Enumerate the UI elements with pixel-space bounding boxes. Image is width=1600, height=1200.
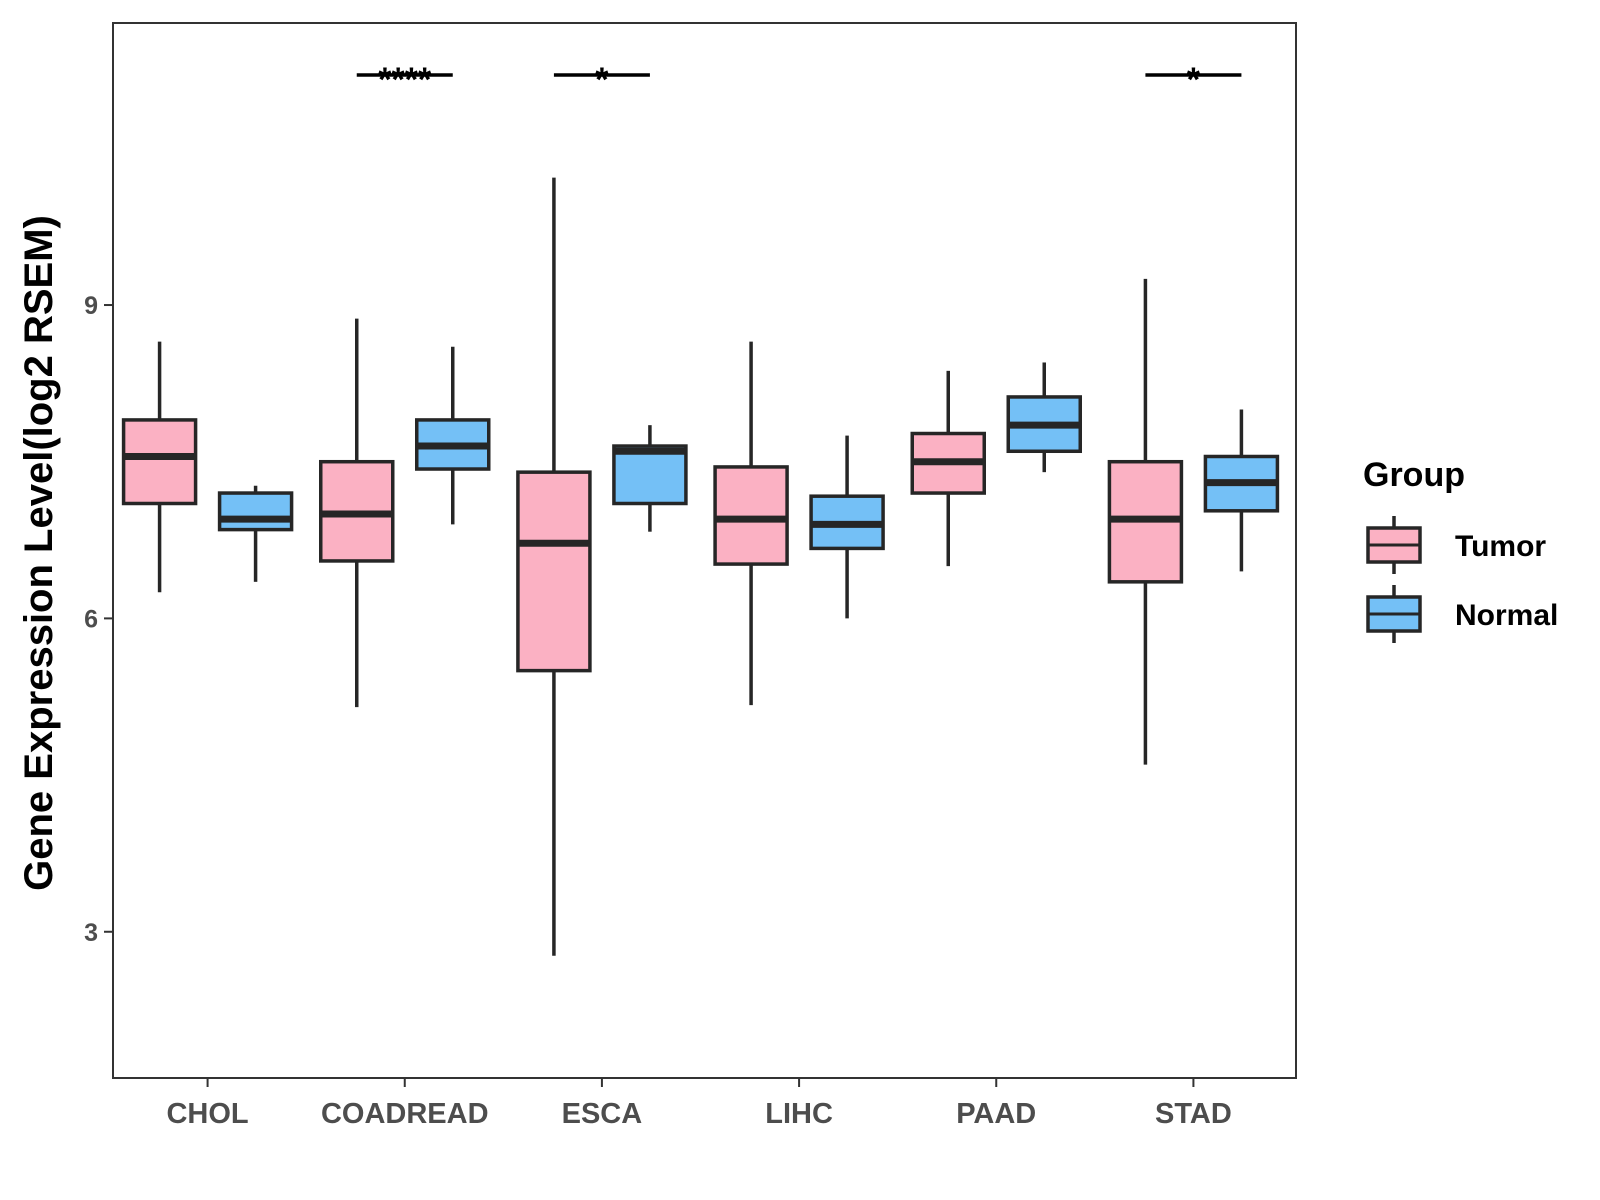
box-paad-normal xyxy=(1006,362,1082,473)
legend-key-tumor xyxy=(1366,516,1422,574)
box-paad-tumor xyxy=(910,370,986,567)
plot-panel xyxy=(112,22,1297,1079)
x-tick-label: PAAD xyxy=(956,1098,1036,1130)
y-tick-label: 9 xyxy=(84,292,98,320)
box-iqr xyxy=(516,470,592,673)
box-coadread-normal xyxy=(415,346,491,525)
y-axis-title: Gene Expression Level(log2 RSEM) xyxy=(17,215,61,891)
x-tick-label: LIHC xyxy=(765,1098,833,1130)
box-lihc-normal xyxy=(809,435,885,619)
box-chol-normal xyxy=(217,485,294,582)
y-tick-label: 6 xyxy=(84,605,98,633)
x-axis: CHOL COADREAD ESCA LIHC PAAD STAD xyxy=(166,1078,1232,1130)
x-tick-label: STAD xyxy=(1155,1098,1232,1130)
x-tick-label: ESCA xyxy=(562,1098,643,1130)
x-tick-label: COADREAD xyxy=(321,1098,489,1130)
legend-label-tumor: Tumor xyxy=(1455,530,1546,563)
significance-label: * xyxy=(1187,61,1201,99)
x-tick-label: CHOL xyxy=(166,1098,248,1130)
box-coadread-tumor xyxy=(319,318,395,708)
box-iqr xyxy=(121,418,198,506)
legend: Group Tumor Normal xyxy=(1363,456,1558,643)
significance-layer: **** * * xyxy=(356,61,1242,99)
box-esca-normal xyxy=(612,425,688,532)
legend-key-normal xyxy=(1366,585,1422,643)
boxes-layer xyxy=(121,177,1280,956)
legend-label-normal: Normal xyxy=(1455,599,1558,632)
box-iqr xyxy=(612,444,688,506)
significance-label: * xyxy=(595,61,609,99)
box-stad-tumor xyxy=(1107,278,1184,765)
y-axis: 3 6 9 xyxy=(84,292,113,947)
box-esca-tumor xyxy=(516,177,592,956)
box-iqr xyxy=(713,465,789,566)
box-iqr xyxy=(217,491,294,532)
box-lihc-tumor xyxy=(713,341,789,706)
significance-label: **** xyxy=(378,61,432,99)
box-chol-tumor xyxy=(121,341,198,593)
y-tick-label: 3 xyxy=(84,919,98,947)
legend-title: Group xyxy=(1363,456,1465,494)
box-stad-normal xyxy=(1203,409,1280,572)
